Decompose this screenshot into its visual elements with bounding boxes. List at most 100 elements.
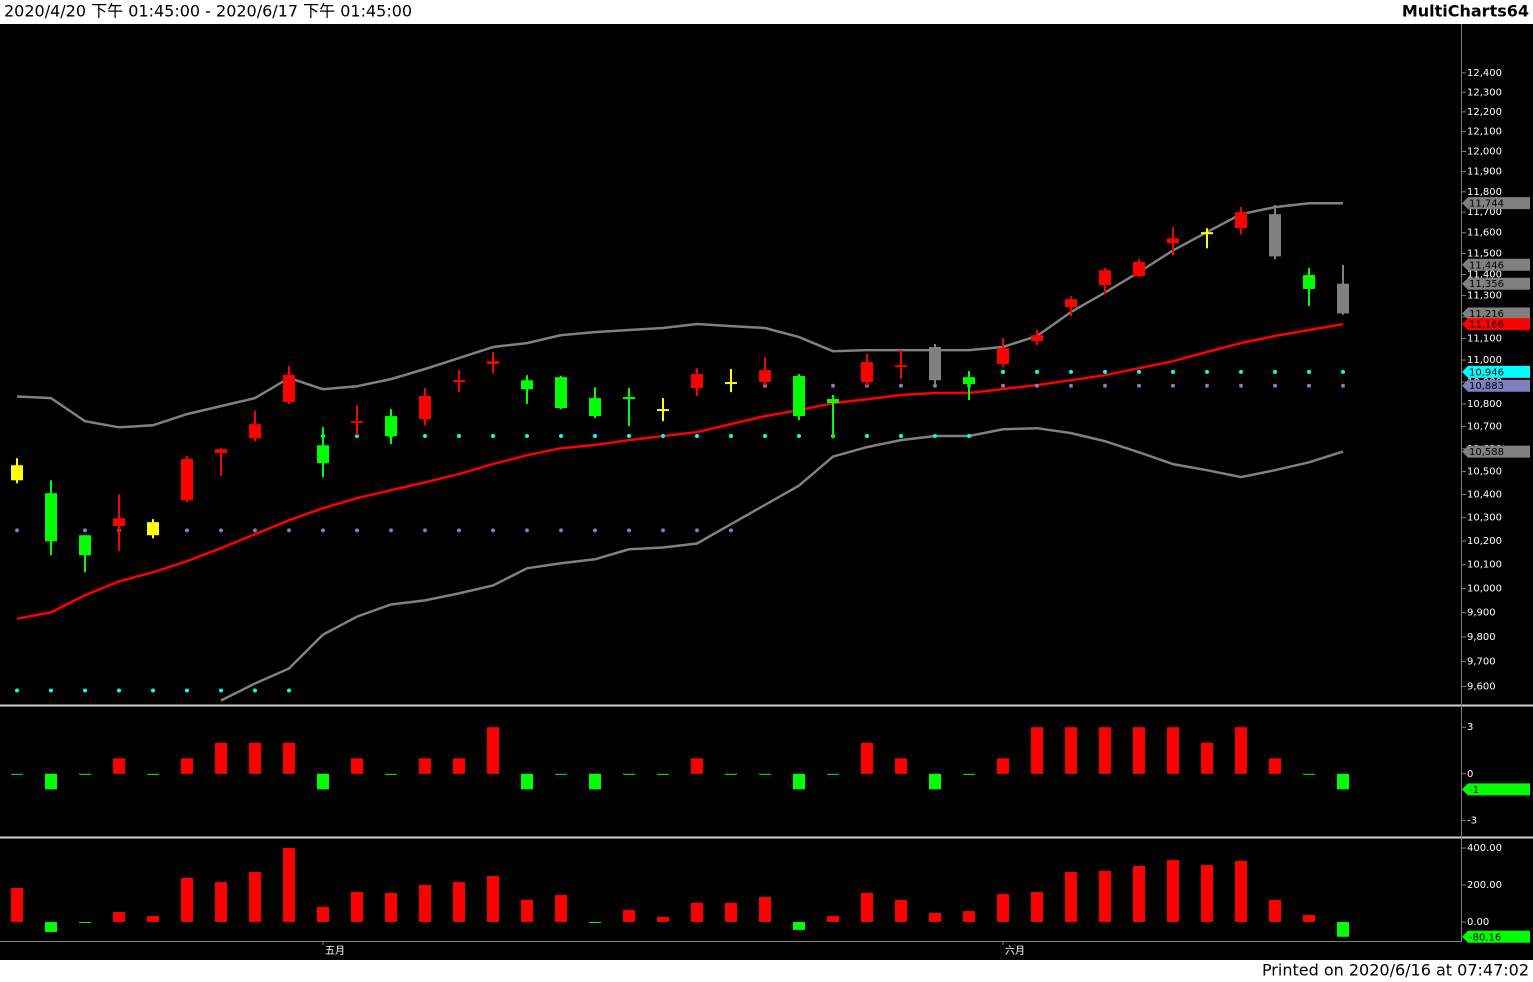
stop-dot (593, 528, 597, 533)
stop-dot (695, 528, 699, 533)
stop-dot (661, 434, 665, 439)
candle-body (861, 362, 873, 382)
y-tick-label: 9,600 (1467, 681, 1496, 692)
stop-dot (1069, 383, 1073, 388)
y-tick-label: 9,900 (1467, 608, 1496, 619)
header-bar (0, 0, 1533, 24)
stop-dot (593, 434, 597, 439)
bar (1337, 773, 1349, 790)
stop-dot (491, 434, 495, 439)
stop-dot (15, 688, 19, 693)
stop-dot (1205, 383, 1209, 388)
stop-dot (627, 528, 631, 533)
bar (215, 882, 227, 922)
bar (623, 773, 635, 775)
bar (1201, 865, 1213, 922)
stop-dot (1137, 383, 1141, 388)
price-marker (1462, 258, 1530, 271)
candle-body (725, 382, 737, 385)
bar (79, 773, 91, 775)
bar (1303, 914, 1315, 922)
candle-body (487, 361, 499, 365)
stop-dot (1001, 369, 1005, 374)
bar (1133, 727, 1145, 774)
bar (691, 902, 703, 922)
x-tick-label: 六月 (1005, 945, 1025, 957)
bar (657, 916, 669, 922)
candle-body (555, 377, 567, 409)
bar (1167, 727, 1179, 774)
candle-body (11, 465, 23, 481)
bar (45, 773, 57, 790)
candle-body (1235, 212, 1247, 229)
stop-dot (1273, 383, 1277, 388)
y-tick-label: 10,300 (1467, 513, 1502, 524)
price-marker-label: -1 (1469, 785, 1479, 796)
y-tick-label: 0.00 (1467, 917, 1489, 928)
stop-dot (1069, 369, 1073, 374)
y-tick-label: 10,700 (1467, 421, 1502, 432)
y-tick-label: 10,400 (1467, 490, 1502, 501)
y-tick-label: 12,000 (1467, 146, 1502, 157)
y-tick-label: 9,700 (1467, 657, 1496, 668)
candle-body (1201, 232, 1213, 235)
candle-body (691, 374, 703, 389)
price-marker-label: -80.16 (1469, 932, 1501, 943)
bar (1167, 860, 1179, 922)
candle-body (1167, 238, 1179, 244)
y-tick-label: 200.00 (1467, 880, 1502, 891)
bar (1303, 773, 1315, 775)
bar (827, 916, 839, 922)
bar (589, 773, 601, 790)
price-marker (1462, 379, 1530, 392)
bar (317, 773, 329, 790)
bar (215, 742, 227, 774)
bar (827, 773, 839, 775)
price-marker-label: 11,356 (1469, 279, 1504, 290)
bar (521, 899, 533, 922)
printed-note: Printed on 2020/6/16 at 07:47:02 (1262, 961, 1529, 980)
y-tick-label: 10,800 (1467, 399, 1502, 410)
stop-dot (287, 688, 291, 693)
stop-dot (253, 528, 257, 533)
stop-dot (525, 528, 529, 533)
stop-dot (423, 434, 427, 439)
stop-dot (49, 688, 53, 693)
candle-body (1303, 275, 1315, 289)
candle-body (385, 416, 397, 437)
stop-dot (253, 688, 257, 693)
bar (963, 911, 975, 922)
bar (113, 911, 125, 922)
stop-dot (559, 434, 563, 439)
stop-dot (1103, 369, 1107, 374)
y-tick-label: 11,600 (1467, 228, 1502, 239)
stop-dot (797, 434, 801, 439)
price-marker-label: 10,883 (1469, 381, 1504, 392)
candle-body (793, 376, 805, 417)
y-tick-label: 11,500 (1467, 249, 1502, 260)
bar (1065, 872, 1077, 922)
band-line (16, 322, 1344, 620)
stop-dot (865, 434, 869, 439)
price-marker (1462, 318, 1530, 331)
y-tick-label: 12,400 (1467, 68, 1502, 79)
stop-dot (1307, 369, 1311, 374)
price-marker (1462, 277, 1530, 290)
stop-dot (1035, 369, 1039, 374)
y-tick-label: 3 (1467, 722, 1473, 733)
candle-body (419, 396, 431, 420)
bar (895, 758, 907, 774)
bar (793, 921, 805, 930)
bar (147, 773, 159, 775)
stop-dot (1273, 369, 1277, 374)
bar (861, 742, 873, 774)
stop-dot (627, 434, 631, 439)
stop-dot (457, 528, 461, 533)
bar (1031, 727, 1043, 774)
candle-body (79, 535, 91, 556)
stop-dot (1035, 383, 1039, 388)
bar (45, 921, 57, 932)
stop-dot (355, 528, 359, 533)
bar (1099, 727, 1111, 774)
candle-body (147, 522, 159, 536)
